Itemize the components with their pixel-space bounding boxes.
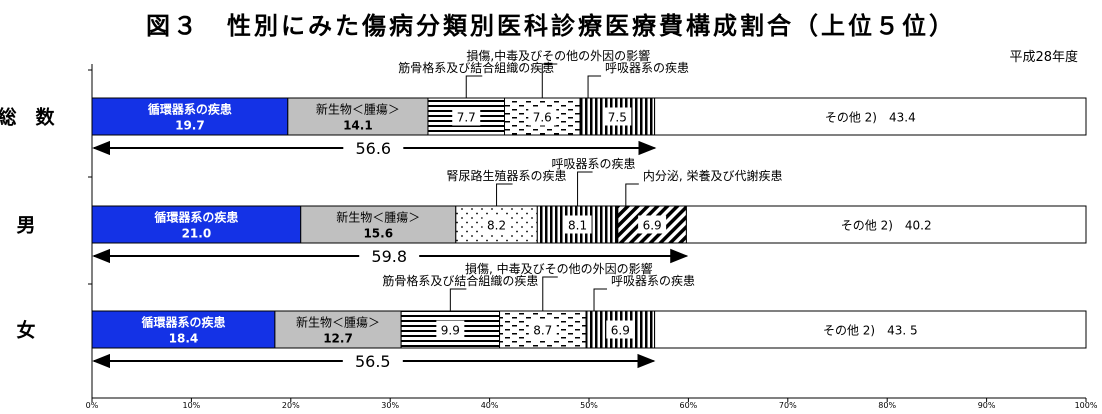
- callout-label: 呼吸器系の疾患: [611, 273, 695, 288]
- segment-value-label: 7.7: [457, 111, 476, 125]
- segment-value-label: 8.7: [533, 324, 552, 338]
- segment-name-label: 循環器系の疾患: [154, 210, 238, 225]
- bar-segment: [91, 310, 276, 349]
- other-segment-label: その他 2) 43.4: [825, 111, 916, 125]
- segment-value-label: 7.5: [608, 111, 627, 125]
- x-tick-label: 30%: [381, 401, 399, 410]
- x-tick-label: 100%: [1075, 401, 1098, 410]
- segment-value-label: 8.1: [568, 219, 587, 233]
- cumulative-label-box: [359, 246, 420, 266]
- callout-label: 呼吸器系の疾患: [552, 156, 636, 171]
- bar-segment: [685, 205, 1087, 244]
- bar-row: 女 循環器系の疾患 18.4 新生物＜腫瘍＞ 12.7 9.9 8.7 6.9 その他 2) 4…: [16, 261, 1087, 371]
- value-label-box: [563, 215, 592, 234]
- callout-leader-line: [449, 288, 467, 311]
- value-label-box: [482, 215, 511, 234]
- callout-label: 呼吸器系の疾患: [605, 60, 689, 75]
- callout-label: 損傷,中毒及びその他の外因の影響: [466, 48, 650, 63]
- segment-value-label: 8.2: [487, 219, 506, 233]
- segment-value-label: 18.4: [169, 332, 199, 346]
- segment-name-label: 循環器系の疾患: [148, 102, 232, 117]
- segment-name-label: 循環器系の疾患: [141, 315, 225, 330]
- segment-value-label: 15.6: [363, 227, 393, 241]
- callout-label: 内分泌, 栄養及び代謝疾患: [643, 168, 783, 183]
- bar-segment: [654, 97, 1087, 136]
- x-tick-label: 0%: [86, 401, 99, 410]
- x-tick-label: 40%: [481, 401, 499, 410]
- callout-leader-line: [625, 183, 639, 206]
- value-label-box: [606, 320, 635, 339]
- callout-leader-line: [593, 288, 608, 311]
- callout-leader-line: [542, 276, 558, 311]
- x-tick-label: 70%: [779, 401, 797, 410]
- other-segment-label: その他 2) 43. 5: [823, 324, 918, 338]
- segment-value-label: 9.9: [441, 324, 460, 338]
- bar-segment: [91, 97, 289, 136]
- x-tick-label: 20%: [282, 401, 300, 410]
- callout-leader-line: [587, 75, 602, 98]
- callout-label: 筋骨格系及び結合組織の疾患: [382, 273, 538, 288]
- cumulative-value-label: 59.8: [371, 247, 407, 266]
- bar-segment: [300, 205, 457, 244]
- cumulative-value-label: 56.6: [355, 139, 391, 158]
- segment-value-label: 12.7: [323, 332, 353, 346]
- callout-label: 損傷, 中毒及びその他の外因の影響: [465, 261, 653, 276]
- x-tick-label: 50%: [580, 401, 598, 410]
- value-label-box: [603, 107, 632, 126]
- value-label-box: [528, 320, 557, 339]
- value-label-box: [638, 215, 667, 234]
- row-label: 女: [16, 319, 35, 342]
- value-label-box: [452, 107, 481, 126]
- callout-label: 腎尿路生殖器系の疾患: [447, 168, 567, 183]
- callout-leader-line: [577, 171, 593, 206]
- value-label-box: [436, 320, 465, 339]
- cumulative-label-box: [343, 138, 404, 158]
- segment-name-label: 新生物＜腫瘍＞: [336, 210, 420, 225]
- x-tick-label: 90%: [978, 401, 996, 410]
- callout-leader-line: [541, 63, 558, 98]
- row-label: 総 数: [0, 106, 55, 129]
- segment-name-label: 新生物＜腫瘍＞: [316, 102, 400, 117]
- segment-value-label: 19.7: [175, 119, 205, 133]
- callout-leader-line: [496, 183, 513, 206]
- bar-segment: [91, 205, 302, 244]
- segment-name-label: 新生物＜腫瘍＞: [296, 315, 380, 330]
- cumulative-label-box: [342, 351, 403, 371]
- x-tick-label: 10%: [183, 401, 201, 410]
- callout-label: 筋骨格系及び結合組織の疾患: [398, 60, 554, 75]
- bar-row: 男 循環器系の疾患 21.0 新生物＜腫瘍＞ 15.6 8.2 8.1 6.9 その他 2) 4…: [16, 156, 1087, 266]
- fiscal-year-label: 平成28年度: [1009, 50, 1078, 65]
- x-tick-label: 80%: [878, 401, 896, 410]
- other-segment-label: その他 2) 40.2: [841, 219, 932, 233]
- bar-row: 総 数 循環器系の疾患 19.7 新生物＜腫瘍＞ 14.1 7.7 7.6 7.5 その他 2)…: [0, 48, 1087, 158]
- bar-segment: [287, 97, 429, 136]
- segment-value-label: 6.9: [611, 324, 630, 338]
- bar-segment: [274, 310, 402, 349]
- value-label-box: [528, 107, 557, 126]
- chart-title: 図３ 性別にみた傷病分類別医科診療医療費構成割合（上位５位）: [146, 12, 956, 40]
- segment-value-label: 21.0: [182, 227, 212, 241]
- segment-value-label: 14.1: [343, 119, 373, 133]
- cumulative-value-label: 56.5: [355, 352, 391, 371]
- row-label: 男: [16, 215, 35, 237]
- x-tick-label: 60%: [680, 401, 698, 410]
- segment-value-label: 7.6: [533, 111, 552, 125]
- bar-segment: [654, 310, 1087, 349]
- callout-leader-line: [465, 75, 483, 98]
- segment-value-label: 6.9: [643, 219, 662, 233]
